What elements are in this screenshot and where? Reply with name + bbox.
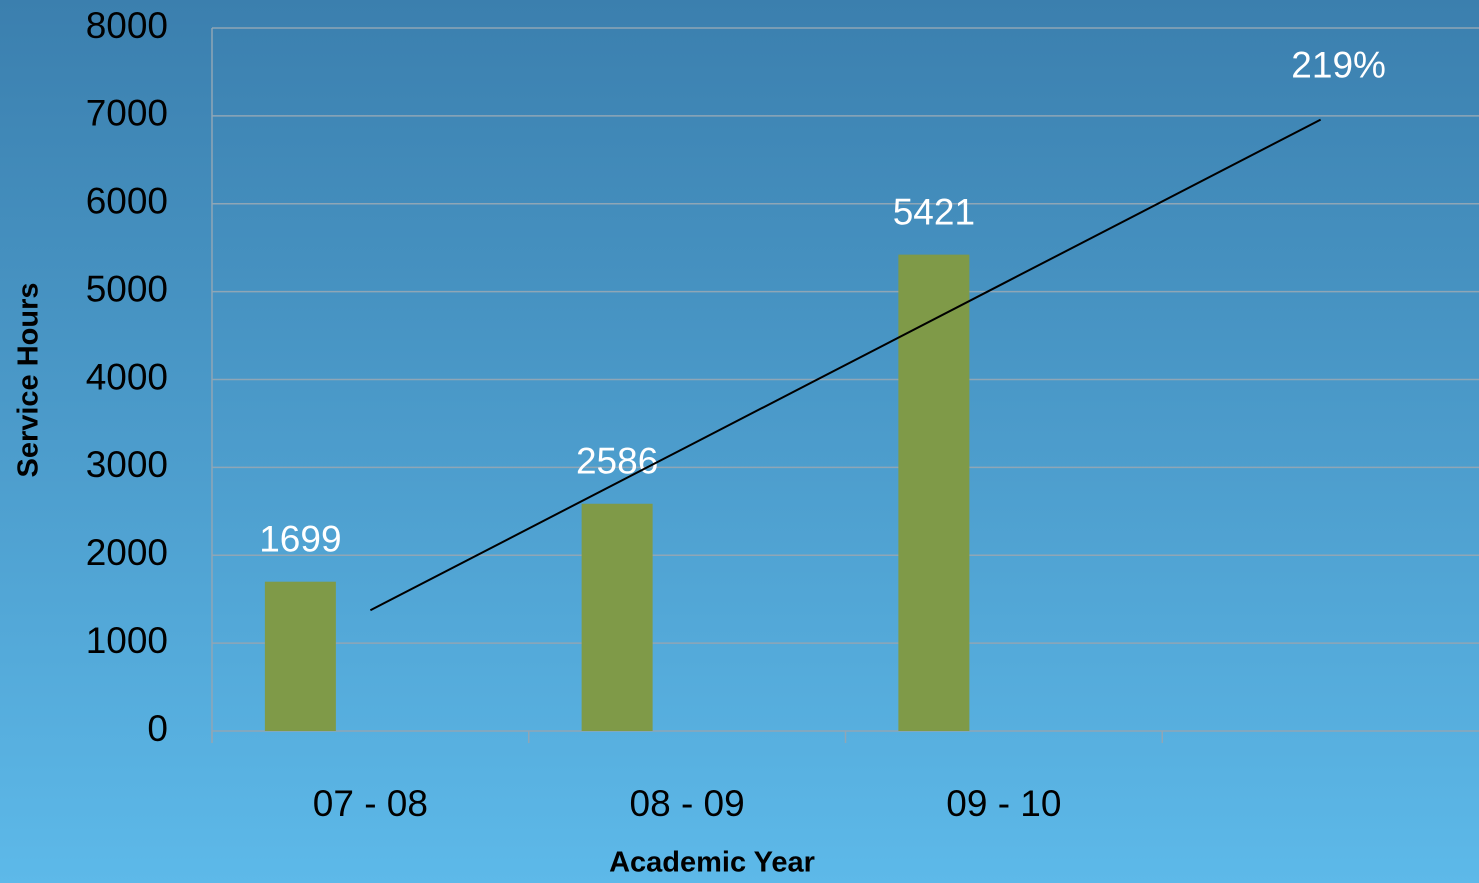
y-tick-label: 1000 xyxy=(86,620,168,661)
bar xyxy=(264,581,336,731)
data-label: 5421 xyxy=(893,191,975,232)
y-tick-label: 6000 xyxy=(86,181,168,222)
data-label: 1699 xyxy=(259,518,341,559)
x-tick-label: 08 - 09 xyxy=(630,783,745,824)
y-tick-label: 0 xyxy=(147,708,168,749)
x-tick-label: 07 - 08 xyxy=(313,783,428,824)
trend-line xyxy=(369,118,1322,612)
y-tick-label: 3000 xyxy=(86,444,168,485)
y-tick-label: 4000 xyxy=(86,356,168,397)
trend-annotation: 219% xyxy=(1291,44,1386,85)
x-axis-title: Academic Year xyxy=(609,847,815,879)
y-tick-label: 2000 xyxy=(86,532,168,573)
x-tick-label: 09 - 10 xyxy=(946,783,1061,824)
y-tick-label: 5000 xyxy=(86,268,168,309)
y-axis-title: Service Hours xyxy=(13,282,45,477)
bar xyxy=(898,254,970,731)
data-label: 2586 xyxy=(576,441,658,482)
y-tick-label: 8000 xyxy=(86,5,168,46)
y-tick-label: 7000 xyxy=(86,93,168,134)
bar xyxy=(581,503,653,731)
